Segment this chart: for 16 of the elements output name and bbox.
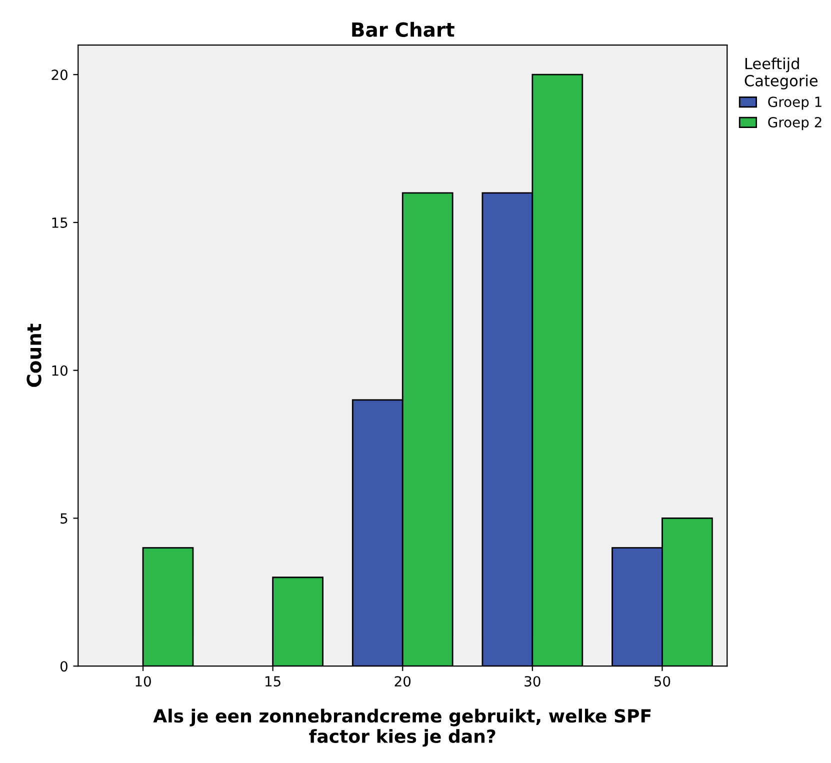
y-tick-label: 15 — [52, 218, 68, 228]
x-tick-label: 20 — [394, 676, 411, 687]
x-axis-title: Als je een zonnebrandcreme gebruikt, welke SPF factor kies je dan? — [153, 708, 651, 747]
y-tick-label: 5 — [60, 513, 68, 524]
x-tick-label: 10 — [136, 676, 151, 687]
y-tick-label: 20 — [52, 70, 68, 80]
y-tick-label: 0 — [60, 661, 68, 672]
chart-title: Bar Chart — [352, 22, 454, 37]
y-axis-title: Count — [26, 324, 42, 387]
y-tick-label: 10 — [52, 365, 68, 376]
x-tick-label: 50 — [654, 676, 670, 687]
legend-label: Groep 1 — [768, 96, 822, 110]
x-tick-label: 15 — [266, 676, 280, 687]
legend-title: Leeftijd Categorie — [744, 58, 818, 90]
legend-label: Groep 2 — [768, 116, 822, 130]
x-tick-label: 30 — [524, 676, 540, 687]
